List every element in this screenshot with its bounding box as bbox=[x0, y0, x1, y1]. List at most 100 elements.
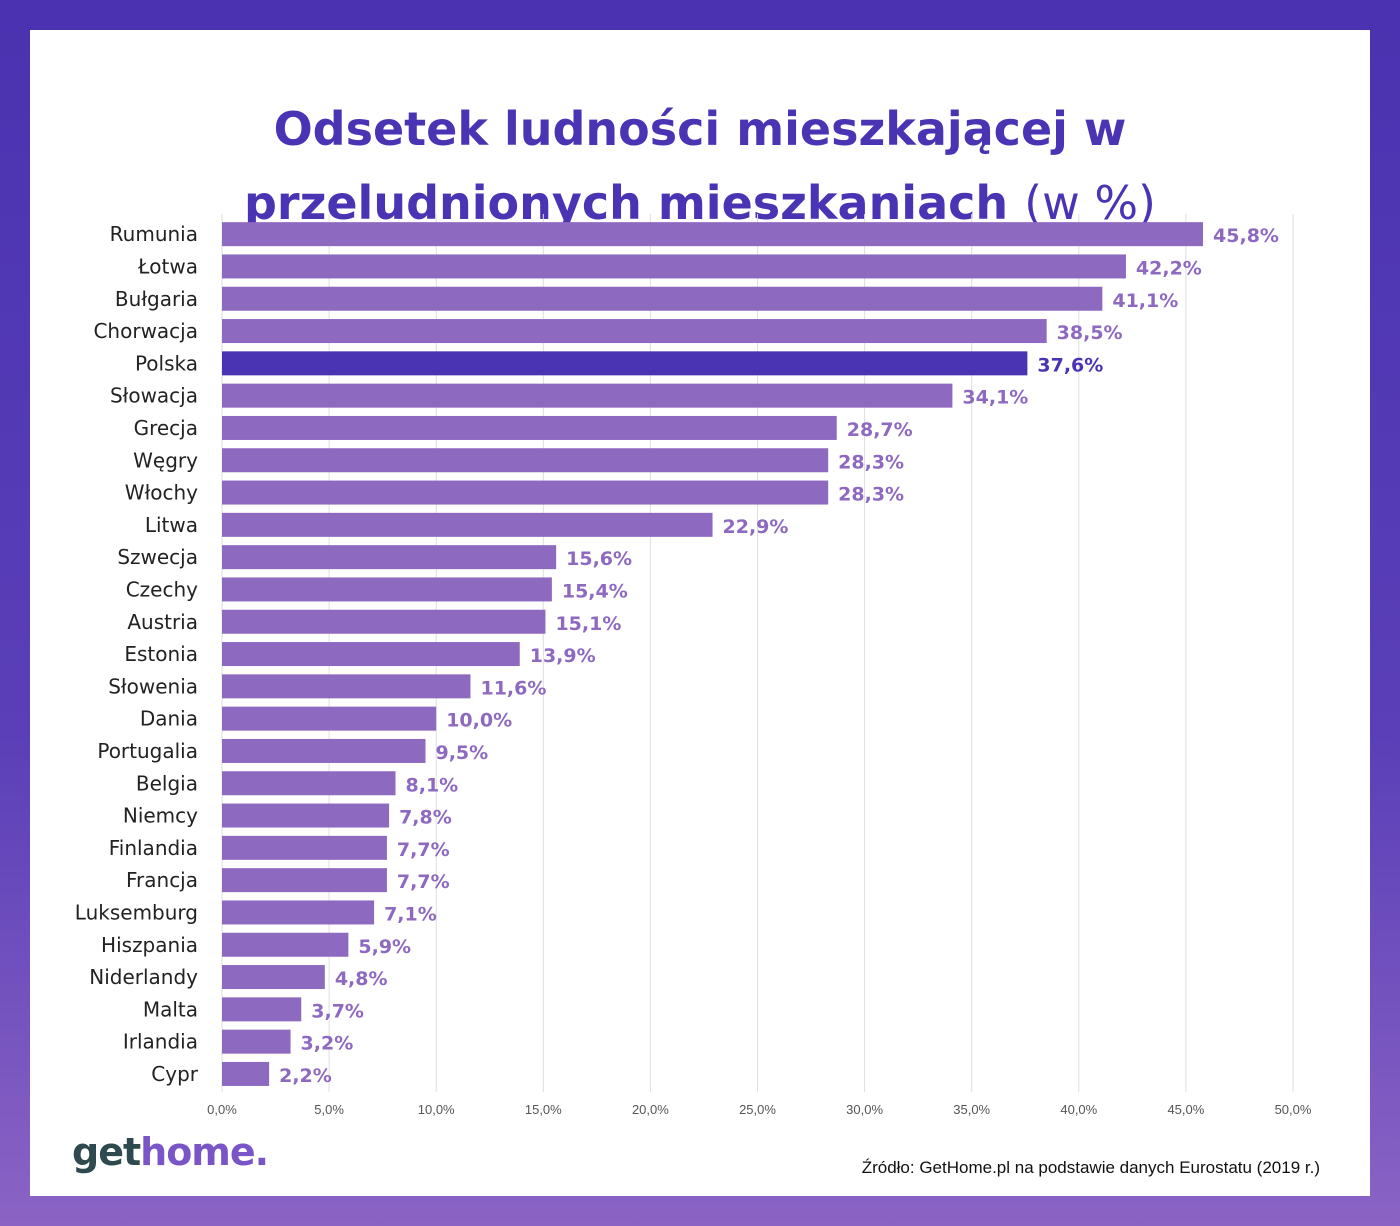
logo-get: get bbox=[72, 1130, 141, 1174]
value-label: 7,8% bbox=[399, 807, 452, 829]
category-label: Czechy bbox=[126, 577, 198, 601]
bar bbox=[222, 965, 325, 990]
x-tick-label: 30,0% bbox=[846, 1102, 883, 1117]
category-label: Cypr bbox=[151, 1062, 198, 1086]
bar bbox=[222, 771, 396, 796]
x-tick-label: 15,0% bbox=[525, 1102, 562, 1117]
bar bbox=[222, 480, 829, 505]
bar bbox=[222, 997, 302, 1022]
value-label: 28,3% bbox=[838, 451, 904, 473]
value-label: 41,1% bbox=[1112, 290, 1178, 312]
value-label: 7,7% bbox=[397, 839, 450, 861]
bar bbox=[222, 868, 387, 893]
category-label: Niemcy bbox=[123, 804, 198, 828]
category-label: Łotwa bbox=[137, 254, 198, 278]
bar bbox=[222, 286, 1103, 311]
category-label: Malta bbox=[143, 997, 198, 1021]
bar-highlight bbox=[222, 351, 1028, 376]
value-label: 4,8% bbox=[335, 968, 388, 990]
value-label: 9,5% bbox=[435, 742, 488, 764]
bar bbox=[222, 319, 1047, 344]
category-label: Dania bbox=[140, 707, 198, 731]
x-tick-label: 10,0% bbox=[418, 1102, 455, 1117]
value-label: 10,0% bbox=[446, 710, 512, 732]
x-tick-label: 0,0% bbox=[207, 1102, 237, 1117]
x-tick-label: 20,0% bbox=[632, 1102, 669, 1117]
bar bbox=[222, 738, 426, 763]
value-label: 8,1% bbox=[406, 774, 459, 796]
value-label: 22,9% bbox=[723, 516, 789, 538]
value-label: 7,1% bbox=[384, 903, 437, 925]
category-label: Węgry bbox=[133, 448, 198, 472]
x-tick-label: 50,0% bbox=[1275, 1102, 1312, 1117]
bar bbox=[222, 932, 349, 957]
chart-title: Odsetek ludności mieszkającej w przeludn… bbox=[30, 92, 1370, 240]
value-label: 5,9% bbox=[358, 936, 411, 958]
bar bbox=[222, 222, 1204, 247]
category-label: Grecja bbox=[134, 416, 198, 440]
category-label: Estonia bbox=[124, 642, 198, 666]
bar bbox=[222, 545, 557, 570]
bar bbox=[222, 448, 829, 473]
bar bbox=[222, 642, 520, 667]
chart-title-line2: przeludnionych mieszkaniach (w %) bbox=[30, 166, 1370, 240]
category-label: Niderlandy bbox=[89, 965, 198, 989]
value-label: 15,6% bbox=[566, 548, 632, 570]
bar bbox=[222, 1061, 270, 1086]
value-label: 7,7% bbox=[397, 871, 450, 893]
value-label: 3,7% bbox=[311, 1000, 364, 1022]
bar bbox=[222, 415, 837, 440]
bar bbox=[222, 383, 953, 408]
value-label: 15,1% bbox=[555, 613, 621, 635]
category-label: Słowacja bbox=[110, 384, 198, 408]
bar bbox=[222, 577, 552, 602]
category-label: Austria bbox=[127, 610, 198, 634]
source-note: Źródło: GetHome.pl na podstawie danych E… bbox=[861, 1158, 1320, 1177]
value-label: 37,6% bbox=[1037, 354, 1103, 376]
bar bbox=[222, 900, 375, 925]
x-tick-label: 25,0% bbox=[739, 1102, 776, 1117]
value-label: 28,3% bbox=[838, 484, 904, 506]
category-label: Portugalia bbox=[97, 739, 198, 763]
category-label: Irlandia bbox=[123, 1030, 198, 1054]
category-label: Polska bbox=[135, 351, 198, 375]
value-label: 13,9% bbox=[530, 645, 596, 667]
logo-home: home. bbox=[140, 1130, 269, 1174]
value-label: 45,8% bbox=[1213, 225, 1279, 247]
chart-title-unit: (w %) bbox=[1024, 176, 1157, 230]
value-label: 42,2% bbox=[1136, 257, 1202, 279]
category-label: Litwa bbox=[145, 513, 198, 537]
value-label: 38,5% bbox=[1057, 322, 1123, 344]
bar bbox=[222, 674, 471, 699]
bar bbox=[222, 706, 437, 731]
chart-title-line1: Odsetek ludności mieszkającej w bbox=[273, 102, 1127, 156]
category-label: Francja bbox=[126, 868, 198, 892]
category-label: Rumunia bbox=[110, 222, 198, 246]
category-label: Hiszpania bbox=[101, 933, 198, 957]
category-label: Szwecja bbox=[117, 545, 198, 569]
x-tick-label: 35,0% bbox=[953, 1102, 990, 1117]
value-label: 34,1% bbox=[962, 387, 1028, 409]
x-tick-label: 5,0% bbox=[314, 1102, 344, 1117]
chart-title-main: przeludnionych mieszkaniach bbox=[243, 176, 1009, 230]
category-label: Bułgaria bbox=[115, 287, 198, 311]
value-label: 15,4% bbox=[562, 580, 628, 602]
gethome-logo: gethome. bbox=[72, 1130, 269, 1174]
value-label: 28,7% bbox=[847, 419, 913, 441]
category-label: Włochy bbox=[125, 481, 198, 505]
bar bbox=[222, 512, 713, 537]
bar bbox=[222, 254, 1126, 279]
bar-chart: 0,0% 5,0% 10,0% 15,0% 20,0% 25,0% 30,0% 35,0% 40… bbox=[75, 214, 1312, 1117]
category-label: Słowenia bbox=[108, 674, 198, 698]
category-label: Luksemburg bbox=[75, 900, 198, 924]
bar bbox=[222, 803, 390, 828]
x-tick-label: 45,0% bbox=[1167, 1102, 1204, 1117]
x-tick-label: 40,0% bbox=[1060, 1102, 1097, 1117]
bar bbox=[222, 835, 387, 860]
value-label: 11,6% bbox=[480, 677, 546, 699]
bar bbox=[222, 609, 546, 634]
category-label: Chorwacja bbox=[93, 319, 198, 343]
bar bbox=[222, 1029, 291, 1054]
category-label: Finlandia bbox=[109, 836, 198, 860]
category-label: Belgia bbox=[136, 771, 198, 795]
